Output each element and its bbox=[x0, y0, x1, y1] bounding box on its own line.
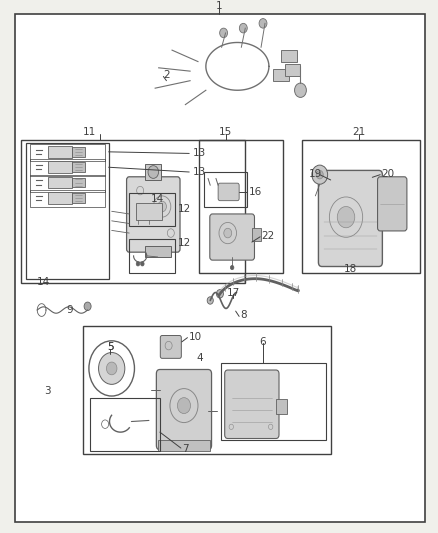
Text: 22: 22 bbox=[261, 231, 275, 241]
Bar bbox=[199, 140, 283, 273]
Circle shape bbox=[216, 289, 223, 298]
Bar bbox=[30, 175, 105, 192]
FancyBboxPatch shape bbox=[156, 369, 212, 450]
Bar bbox=[129, 239, 175, 273]
Text: 14: 14 bbox=[151, 193, 164, 204]
FancyBboxPatch shape bbox=[225, 370, 279, 439]
Text: 13: 13 bbox=[193, 148, 206, 158]
Bar bbox=[83, 326, 331, 455]
Bar bbox=[72, 163, 85, 172]
Bar bbox=[158, 440, 210, 451]
Text: 12: 12 bbox=[177, 204, 191, 214]
FancyBboxPatch shape bbox=[210, 214, 254, 260]
Text: 21: 21 bbox=[353, 127, 366, 137]
Text: 13: 13 bbox=[193, 167, 206, 177]
Text: 14: 14 bbox=[37, 277, 50, 287]
Bar bbox=[252, 228, 261, 241]
Circle shape bbox=[158, 201, 166, 212]
FancyBboxPatch shape bbox=[127, 177, 180, 252]
Bar bbox=[281, 50, 297, 62]
Text: 16: 16 bbox=[249, 187, 262, 197]
Bar bbox=[285, 64, 300, 76]
Text: 4: 4 bbox=[196, 353, 203, 363]
Text: 2: 2 bbox=[163, 70, 170, 80]
Text: 3: 3 bbox=[44, 386, 50, 395]
Text: 12: 12 bbox=[177, 238, 191, 248]
Text: 5: 5 bbox=[107, 342, 114, 352]
Bar bbox=[136, 203, 162, 220]
Circle shape bbox=[259, 19, 267, 28]
Bar bbox=[145, 164, 161, 180]
Bar bbox=[48, 192, 72, 204]
Circle shape bbox=[337, 206, 355, 228]
Text: 5: 5 bbox=[107, 342, 114, 352]
Text: 15: 15 bbox=[219, 127, 232, 137]
Text: 19: 19 bbox=[309, 168, 322, 179]
Text: 7: 7 bbox=[182, 444, 188, 454]
Bar bbox=[129, 193, 175, 226]
Circle shape bbox=[294, 83, 307, 98]
Circle shape bbox=[148, 166, 159, 179]
Bar bbox=[30, 190, 105, 207]
Text: 6: 6 bbox=[259, 337, 266, 347]
Bar bbox=[204, 172, 247, 206]
FancyBboxPatch shape bbox=[318, 171, 382, 266]
Circle shape bbox=[177, 398, 191, 414]
Circle shape bbox=[207, 297, 213, 304]
Circle shape bbox=[312, 165, 328, 184]
Bar bbox=[90, 398, 160, 451]
Bar bbox=[30, 159, 105, 176]
Circle shape bbox=[224, 228, 232, 238]
Bar bbox=[302, 140, 420, 273]
FancyBboxPatch shape bbox=[218, 183, 239, 200]
Bar bbox=[276, 399, 287, 414]
Circle shape bbox=[106, 362, 117, 375]
Text: 20: 20 bbox=[381, 168, 394, 179]
Bar bbox=[72, 147, 85, 157]
Bar bbox=[273, 69, 289, 80]
Bar bbox=[48, 177, 72, 189]
Text: 8: 8 bbox=[240, 310, 247, 320]
Circle shape bbox=[141, 262, 144, 266]
Bar bbox=[26, 143, 109, 279]
Bar bbox=[72, 178, 85, 188]
Text: 18: 18 bbox=[344, 264, 357, 274]
Bar bbox=[30, 144, 105, 161]
Bar bbox=[221, 363, 326, 440]
FancyBboxPatch shape bbox=[160, 335, 181, 358]
FancyBboxPatch shape bbox=[378, 177, 407, 231]
Bar bbox=[48, 146, 72, 158]
Circle shape bbox=[230, 265, 234, 270]
Circle shape bbox=[99, 352, 125, 384]
Circle shape bbox=[84, 302, 91, 311]
Text: 9: 9 bbox=[67, 305, 73, 315]
Bar bbox=[21, 140, 245, 284]
Circle shape bbox=[219, 28, 228, 38]
Text: 1: 1 bbox=[215, 1, 223, 11]
Text: 17: 17 bbox=[227, 287, 240, 297]
Circle shape bbox=[136, 262, 140, 266]
Text: 10: 10 bbox=[188, 332, 201, 342]
Circle shape bbox=[239, 23, 247, 33]
Circle shape bbox=[316, 171, 323, 179]
Bar bbox=[72, 193, 85, 203]
Bar bbox=[145, 246, 171, 257]
Text: 11: 11 bbox=[83, 127, 96, 137]
Bar bbox=[48, 161, 72, 173]
